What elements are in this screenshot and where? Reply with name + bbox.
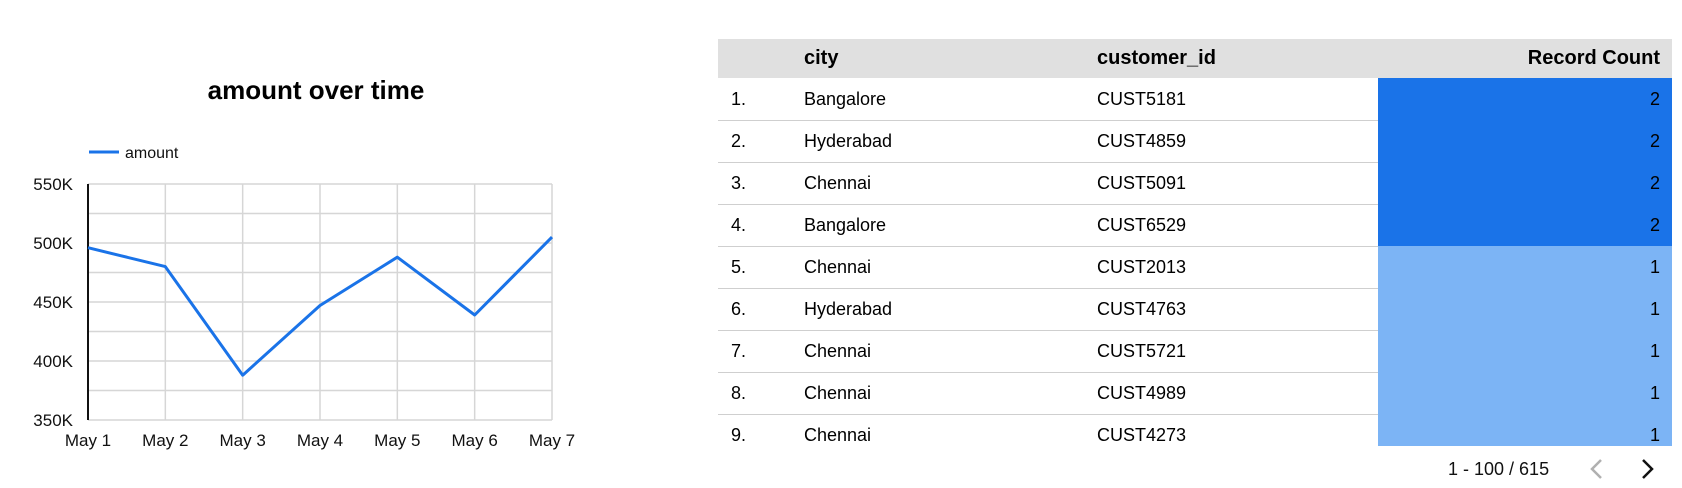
cell-customer-id: CUST5091 xyxy=(1097,173,1187,193)
data-point[interactable] xyxy=(315,301,325,311)
cell-city: Bangalore xyxy=(804,215,887,235)
cell-record-count: 2 xyxy=(1378,162,1672,205)
chart-series xyxy=(83,232,557,380)
y-tick-label: 550K xyxy=(33,175,73,194)
data-point[interactable] xyxy=(238,370,248,380)
table-row[interactable]: 2. Hyderabad CUST4859 2 xyxy=(718,120,1672,163)
y-tick-label: 450K xyxy=(33,293,73,312)
x-tick-label: May 3 xyxy=(220,431,266,450)
data-point[interactable] xyxy=(470,310,480,320)
cell-customer-id: CUST4273 xyxy=(1097,425,1187,445)
row-index: 6. xyxy=(731,299,747,319)
table-row[interactable]: 3. Chennai CUST5091 2 xyxy=(718,162,1672,205)
y-tick-label: 350K xyxy=(33,411,73,430)
x-tick-label: May 6 xyxy=(452,431,498,450)
pagination-label: 1 - 100 / 615 xyxy=(1448,459,1550,479)
x-tick-label: May 7 xyxy=(529,431,575,450)
data-point[interactable] xyxy=(547,232,557,242)
chart-title: amount over time xyxy=(207,75,425,105)
cell-record-count: 1 xyxy=(1378,330,1672,373)
cell-record-count: 1 xyxy=(1378,414,1672,446)
series-line-amount[interactable] xyxy=(87,236,554,377)
chevron-right-icon xyxy=(1642,459,1654,479)
row-index: 8. xyxy=(731,383,747,403)
cell-customer-id: CUST5181 xyxy=(1097,89,1187,109)
cell-city: Hyderabad xyxy=(804,131,893,151)
row-index: 9. xyxy=(731,425,747,445)
cell-record-count: 2 xyxy=(1378,120,1672,163)
table-row[interactable]: 6. Hyderabad CUST4763 1 xyxy=(718,288,1672,331)
data-point[interactable] xyxy=(392,252,402,262)
line-chart: 350K 400K 450K 500K 550K May 1 May 2 May 3 May 4… xyxy=(33,145,575,450)
x-tick-label: May 1 xyxy=(65,431,111,450)
cell-city: Chennai xyxy=(804,173,872,193)
table-row[interactable]: 4. Bangalore CUST6529 2 xyxy=(718,204,1672,247)
row-index: 1. xyxy=(731,89,747,109)
y-tick-label: 500K xyxy=(33,234,73,253)
cell-customer-id: CUST4763 xyxy=(1097,299,1187,319)
pagination: 1 - 100 / 615 xyxy=(1440,455,1672,485)
cell-city: Chennai xyxy=(804,341,872,361)
x-tick-label: May 5 xyxy=(374,431,420,450)
cell-city: Chennai xyxy=(804,257,872,277)
row-index: 3. xyxy=(731,173,747,193)
chart-axes: 350K 400K 450K 500K 550K May 1 May 2 May 3 May 4… xyxy=(33,175,575,450)
cell-customer-id: CUST2013 xyxy=(1097,257,1187,277)
cell-customer-id: CUST4859 xyxy=(1097,131,1187,151)
header-record-count[interactable]: Record Count xyxy=(1527,47,1660,69)
cell-city: Chennai xyxy=(804,383,872,403)
table-row[interactable]: 1. Bangalore CUST5181 2 xyxy=(718,78,1672,121)
chevron-left-icon xyxy=(1590,459,1602,479)
y-tick-label: 400K xyxy=(33,352,73,371)
cell-record-count: 2 xyxy=(1378,204,1672,247)
data-point[interactable] xyxy=(160,262,170,272)
cell-record-count: 1 xyxy=(1378,372,1672,415)
cell-customer-id: CUST5721 xyxy=(1097,341,1187,361)
legend-label[interactable]: amount xyxy=(125,145,179,162)
cell-record-count: 2 xyxy=(1378,78,1672,121)
cell-customer-id: CUST4989 xyxy=(1097,383,1187,403)
data-point[interactable] xyxy=(83,243,93,253)
table-row[interactable]: 9. Chennai CUST4273 1 xyxy=(718,414,1672,446)
cell-record-count: 1 xyxy=(1378,288,1672,331)
table-row[interactable]: 5. Chennai CUST2013 1 xyxy=(718,246,1672,289)
row-index: 7. xyxy=(731,341,747,361)
x-tick-label: May 2 xyxy=(142,431,188,450)
table-viewport[interactable]: city customer_id Record Count 1. Bangalor… xyxy=(718,39,1672,446)
table-row[interactable]: 8. Chennai CUST4989 1 xyxy=(718,372,1672,415)
table-row[interactable]: 7. Chennai CUST5721 1 xyxy=(718,330,1672,373)
x-tick-label: May 4 xyxy=(297,431,343,450)
cell-customer-id: CUST6529 xyxy=(1097,215,1187,235)
chart-panel: amount over time 350K 400K 450K 500K 550K May… xyxy=(0,0,640,486)
next-page-button[interactable] xyxy=(1634,455,1660,483)
cell-record-count: 1 xyxy=(1378,246,1672,289)
chart-legend: amount xyxy=(89,145,179,162)
row-index: 4. xyxy=(731,215,747,235)
row-index: 2. xyxy=(731,131,747,151)
cell-city: Hyderabad xyxy=(804,299,893,319)
row-index: 5. xyxy=(731,257,747,277)
cell-city: Bangalore xyxy=(804,89,887,109)
header-customer-id[interactable]: customer_id xyxy=(1097,47,1216,69)
header-city[interactable]: city xyxy=(804,47,839,69)
prev-page-button[interactable] xyxy=(1584,455,1610,483)
cell-city: Chennai xyxy=(804,425,872,445)
data-table: city customer_id Record Count 1. Bangalor… xyxy=(718,39,1672,449)
table-header: city customer_id Record Count xyxy=(718,39,1672,78)
